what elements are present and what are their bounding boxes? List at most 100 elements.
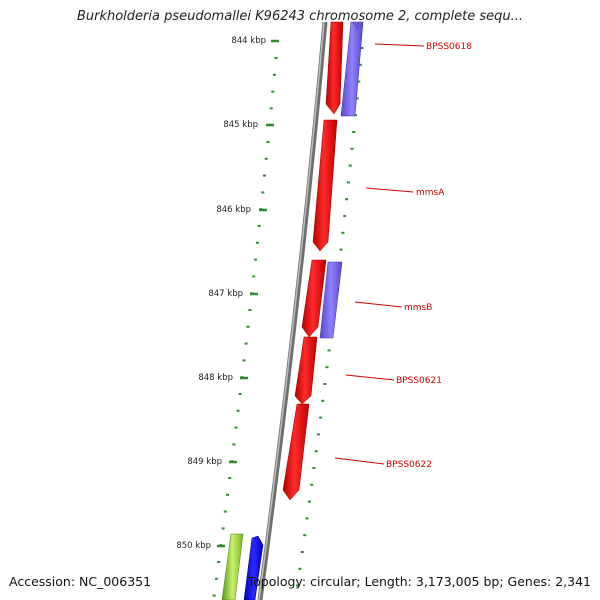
- scale-label-846: 846 kbp: [216, 205, 251, 215]
- gene-arrow-BPSS0618-region[interactable]: [325, 21, 344, 115]
- scale-minor-tick: [236, 409, 240, 412]
- scale-minor-tick: [312, 467, 316, 469]
- scale-minor-tick: [228, 477, 232, 479]
- scale-minor-tick: [246, 325, 250, 328]
- scale-minor-tick: [300, 551, 304, 553]
- scale-minor-tick: [264, 157, 268, 160]
- genome-backbone: [257, 21, 328, 600]
- gene-arrow-mmsA[interactable]: [312, 119, 338, 252]
- scale-minor-tick: [268, 124, 272, 127]
- scale-minor-tick: [250, 292, 254, 295]
- scale-minor-tick: [242, 359, 246, 362]
- gene-arrow-mmsB[interactable]: [319, 261, 343, 339]
- scale-minor-tick: [345, 198, 349, 201]
- scale-minor-tick: [226, 493, 229, 496]
- gene-arrow-BPSS0618[interactable]: [340, 21, 364, 117]
- scale-minor-tick: [238, 393, 242, 395]
- scale-minor-tick: [353, 114, 357, 117]
- scale-minor-tick: [339, 248, 343, 251]
- scale-minor-tick: [316, 433, 320, 436]
- scale-minor-tick: [214, 577, 218, 580]
- scale-tick-844: 844 kbp: [231, 36, 279, 46]
- gene-arrow-BPSS0622[interactable]: [282, 403, 310, 501]
- scale-minor-tick: [358, 63, 362, 66]
- scale-minor-tick: [327, 349, 331, 352]
- scale-minor-tick: [255, 241, 259, 244]
- gene-label-text-mmsB: mmsB: [404, 303, 432, 313]
- scale-minor-tick: [244, 342, 248, 345]
- scale-minor-tick: [310, 483, 314, 486]
- kbp-scale-inner: 844 kbp 845 kbp 846 kbp 847 kbp 848 kbp …: [176, 36, 279, 597]
- gene-label-text-BPSS0618: BPSS0618: [426, 42, 472, 52]
- scale-minor-tick: [232, 443, 236, 446]
- gene-arrow-mmsB-forward[interactable]: [301, 259, 327, 338]
- gene-label-text-BPSS0622: BPSS0622: [386, 460, 432, 470]
- scale-minor-tick: [274, 57, 278, 59]
- scale-minor-tick: [319, 416, 323, 419]
- scale-minor-tick: [341, 231, 345, 234]
- scale-minor-tick: [234, 426, 238, 429]
- gene-arrow-top-marker: [352, 22, 362, 30]
- scale-tick-845: 845 kbp: [223, 120, 274, 130]
- scale-minor-tick: [360, 47, 364, 49]
- scale-minor-tick: [269, 107, 273, 110]
- scale-tick-846: 846 kbp: [216, 205, 267, 215]
- scale-label-849: 849 kbp: [187, 457, 222, 467]
- scale-minor-tick: [223, 510, 227, 513]
- scale-minor-tick: [254, 258, 258, 261]
- gene-label-BPSS0621[interactable]: BPSS0621: [345, 374, 442, 386]
- gene-label-mmsB[interactable]: mmsB: [354, 301, 432, 313]
- scale-minor-tick: [350, 147, 354, 150]
- gene-label-text-BPSS0621: BPSS0621: [396, 376, 442, 386]
- scale-minor-tick: [261, 191, 265, 194]
- scale-label-844: 844 kbp: [231, 36, 266, 46]
- scale-minor-tick: [257, 225, 261, 227]
- scale-minor-tick: [303, 534, 307, 537]
- scale-minor-tick: [357, 80, 361, 83]
- scale-label-845: 845 kbp: [223, 120, 258, 130]
- scale-minor-tick: [219, 544, 223, 547]
- gene-arrow-BPSS0621[interactable]: [294, 336, 318, 405]
- scale-minor-tick: [272, 73, 276, 76]
- scale-minor-tick: [323, 383, 327, 385]
- scale-minor-tick: [217, 561, 221, 563]
- scale-tick-850: 850 kbp: [176, 541, 225, 551]
- scale-minor-tick: [314, 450, 318, 453]
- gene-label-text-mmsA: mmsA: [416, 188, 445, 198]
- gene-arrow-green[interactable]: [221, 533, 244, 600]
- gene-label-BPSS0622[interactable]: BPSS0622: [334, 457, 432, 470]
- scale-tick-848: 848 kbp: [198, 373, 248, 383]
- scale-minor-tick: [271, 90, 275, 93]
- kbp-scale-outer: [296, 47, 364, 587]
- scale-minor-tick: [248, 309, 252, 311]
- scale-label-847: 847 kbp: [208, 289, 243, 299]
- map-title: Burkholderia pseudomallei K96243 chromos…: [76, 9, 524, 24]
- scale-minor-tick: [355, 97, 359, 100]
- accession-text: Accession: NC_006351: [9, 574, 152, 589]
- scale-label-848: 848 kbp: [198, 373, 233, 383]
- scale-label-850: 850 kbp: [176, 541, 211, 551]
- gene-arrow-blue[interactable]: [243, 535, 264, 600]
- scale-minor-tick: [252, 275, 256, 278]
- summary-text: Topology: circular; Length: 3,173,005 bp…: [247, 574, 591, 589]
- scale-minor-tick: [352, 131, 356, 133]
- scale-tick-849: 849 kbp: [187, 457, 237, 467]
- scale-minor-tick: [266, 141, 270, 143]
- scale-minor-tick: [325, 366, 329, 369]
- scale-minor-tick: [307, 500, 311, 503]
- scale-minor-tick: [240, 376, 244, 379]
- scale-minor-tick: [230, 460, 234, 463]
- scale-minor-tick: [321, 399, 325, 402]
- scale-minor-tick: [346, 181, 350, 184]
- scale-minor-tick: [259, 208, 263, 211]
- gene-label-mmsA[interactable]: mmsA: [365, 187, 445, 198]
- scale-minor-tick: [348, 164, 352, 167]
- scale-minor-tick: [298, 567, 302, 570]
- scale-minor-tick: [221, 527, 225, 530]
- scale-minor-tick: [263, 174, 266, 177]
- scale-minor-tick: [296, 584, 299, 587]
- gene-label-BPSS0618[interactable]: BPSS0618: [374, 42, 472, 52]
- scale-minor-tick: [305, 517, 309, 520]
